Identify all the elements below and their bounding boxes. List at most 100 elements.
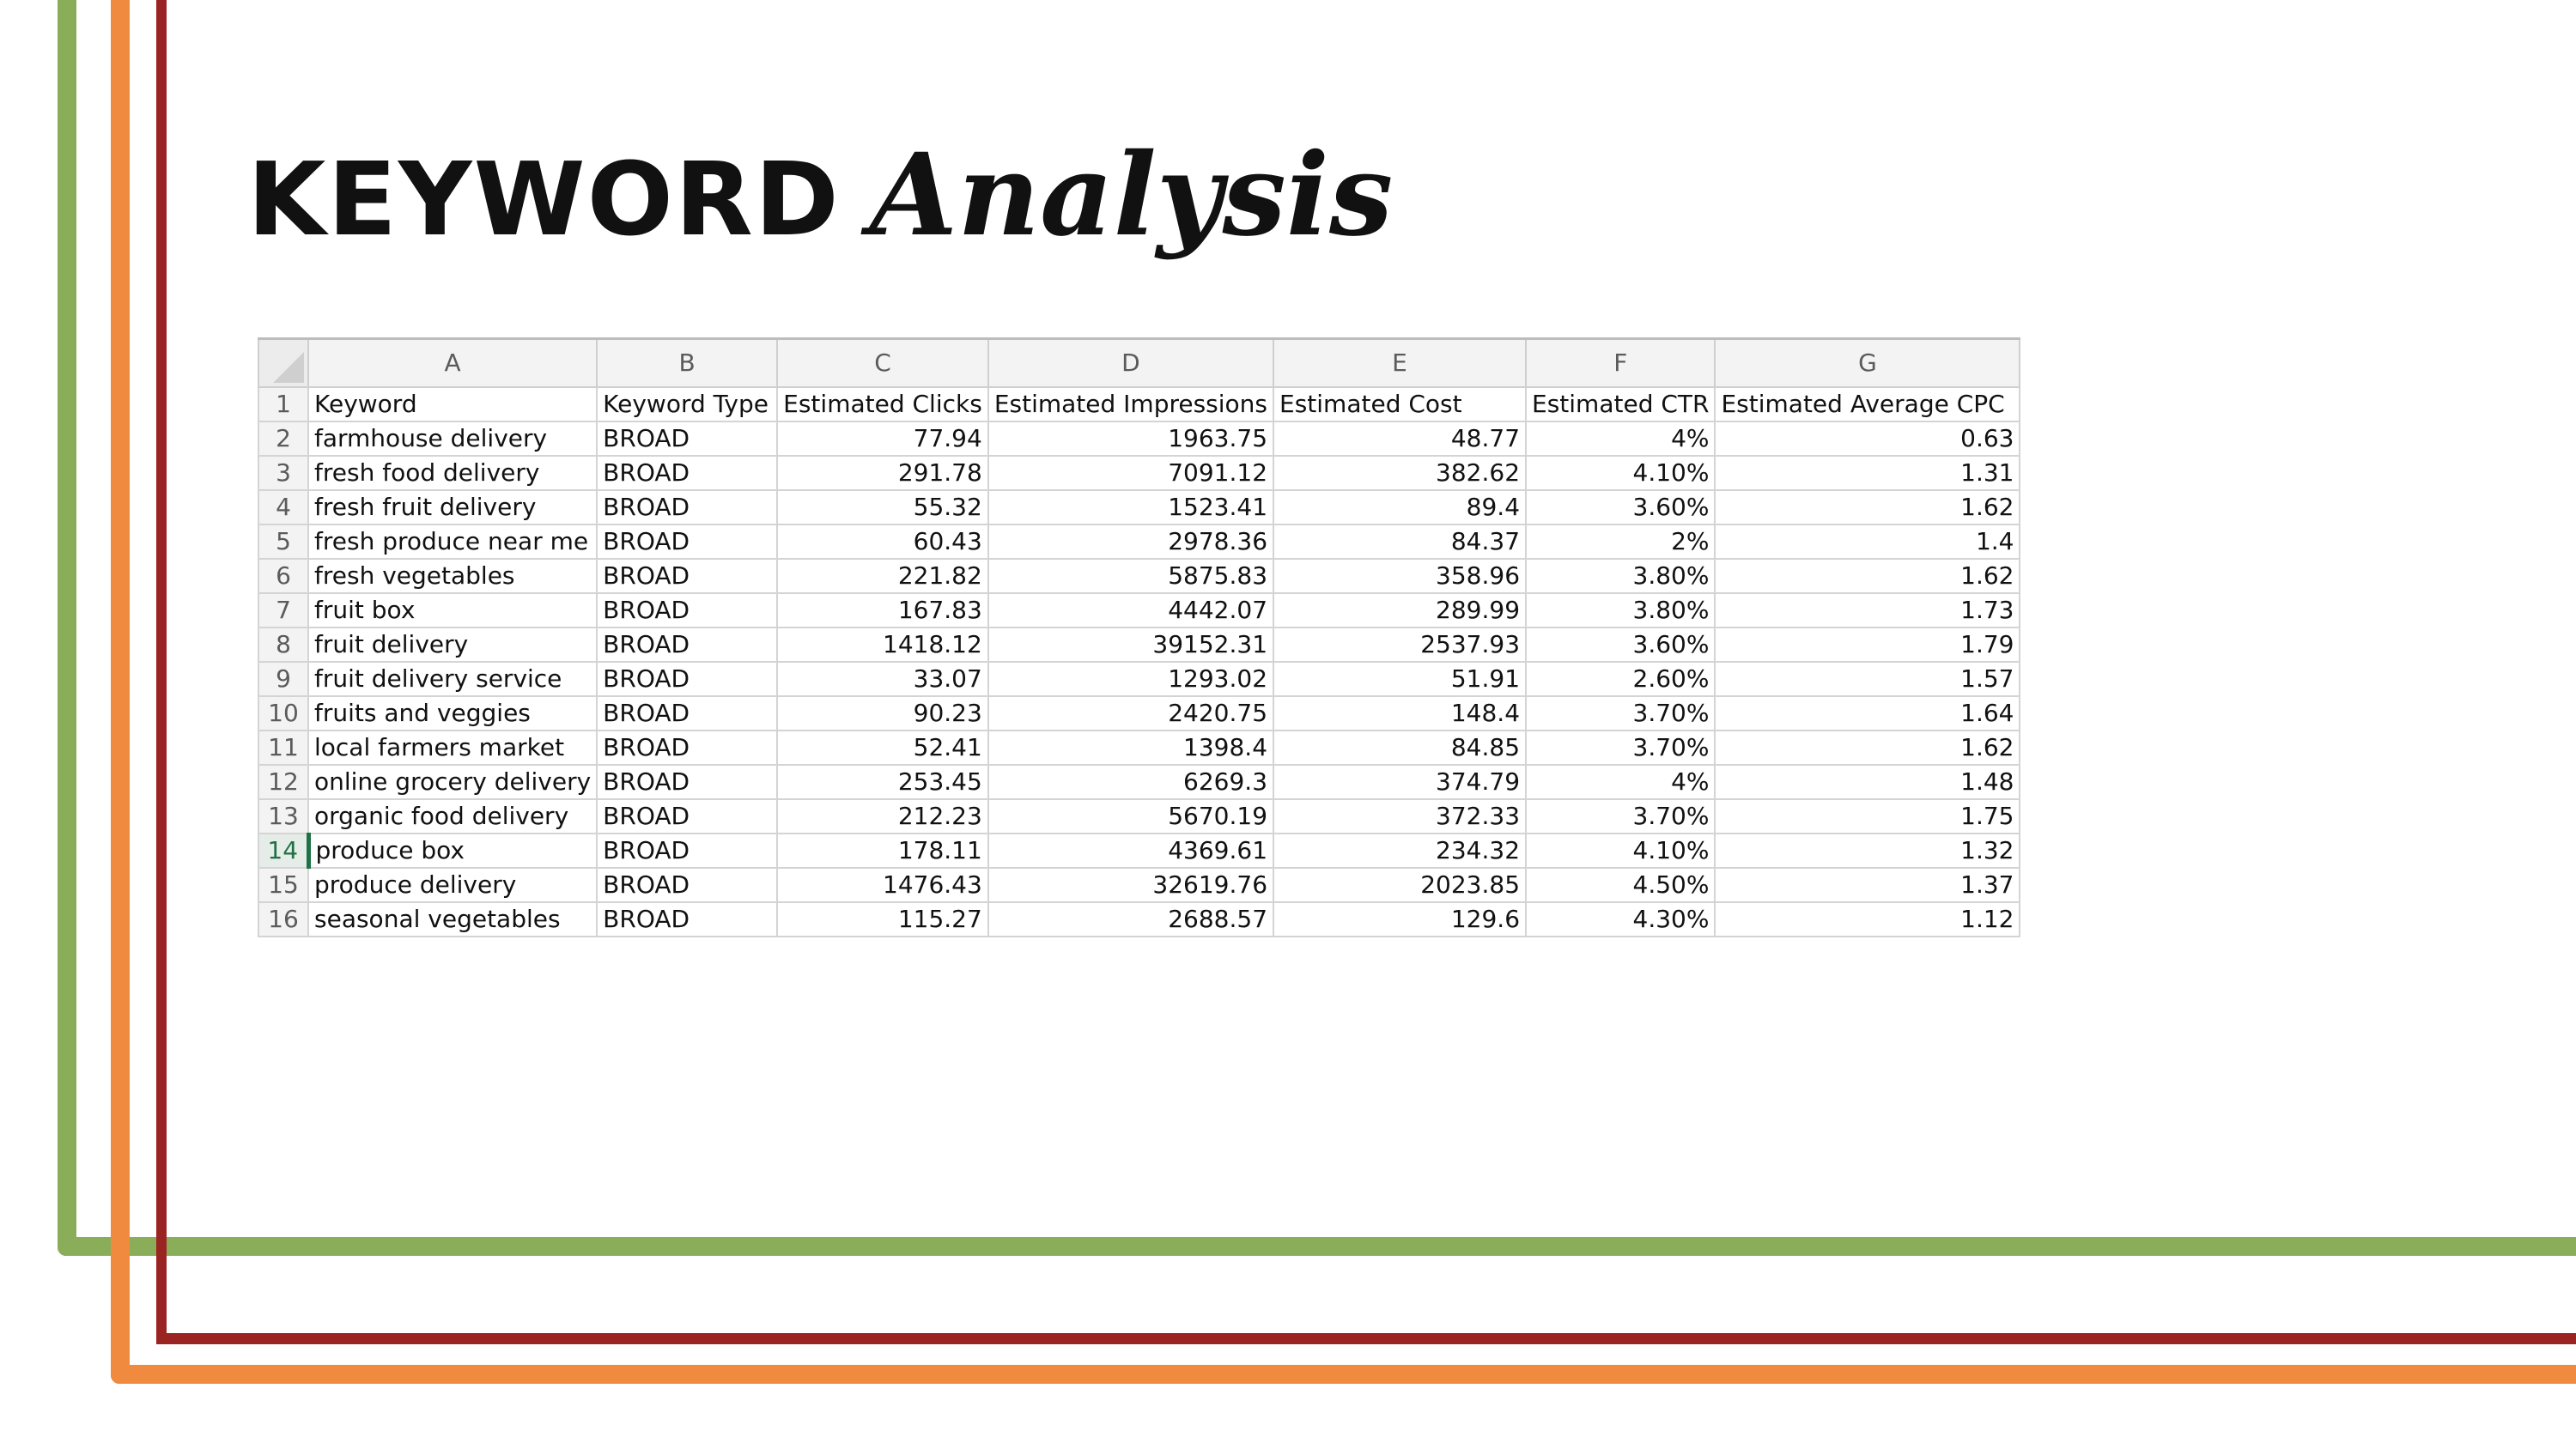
table-cell[interactable]: 148.4	[1273, 694, 1528, 731]
row-number[interactable]: 1	[258, 385, 309, 422]
table-cell[interactable]: 1398.4	[987, 729, 1275, 766]
table-cell[interactable]: 167.83	[776, 591, 989, 628]
table-cell[interactable]: BROAD	[596, 454, 779, 491]
column-title-cell[interactable]: Estimated Impressions	[987, 385, 1275, 422]
table-cell[interactable]: BROAD	[596, 694, 779, 731]
table-cell[interactable]: 1476.43	[776, 866, 989, 903]
table-cell[interactable]: 48.77	[1273, 420, 1528, 457]
table-cell[interactable]: 84.85	[1273, 729, 1528, 766]
row-number[interactable]: 10	[258, 694, 309, 731]
table-cell[interactable]: fresh fruit delivery	[307, 488, 598, 525]
table-cell[interactable]: 115.27	[776, 900, 989, 937]
table-cell[interactable]: 0.63	[1714, 420, 2021, 457]
table-cell[interactable]: 1.62	[1714, 557, 2021, 594]
table-cell[interactable]: 253.45	[776, 763, 989, 800]
column-title-cell[interactable]: Estimated CTR	[1525, 385, 1716, 422]
table-cell[interactable]: BROAD	[596, 420, 779, 457]
table-cell[interactable]: BROAD	[596, 729, 779, 766]
table-cell[interactable]: 1.75	[1714, 797, 2021, 834]
column-header[interactable]: A	[307, 337, 598, 388]
table-cell[interactable]: BROAD	[596, 763, 779, 800]
column-header[interactable]: G	[1714, 337, 2021, 388]
table-cell[interactable]: BROAD	[596, 591, 779, 628]
table-cell[interactable]: 4.50%	[1525, 866, 1716, 903]
table-cell[interactable]: 221.82	[776, 557, 989, 594]
table-cell[interactable]: BROAD	[596, 488, 779, 525]
table-cell[interactable]: produce box	[307, 832, 598, 869]
table-cell[interactable]: produce delivery	[307, 866, 598, 903]
column-header[interactable]: F	[1525, 337, 1716, 388]
column-header[interactable]: B	[596, 337, 779, 388]
table-cell[interactable]: 4%	[1525, 420, 1716, 457]
table-cell[interactable]: 3.70%	[1525, 694, 1716, 731]
table-cell[interactable]: 382.62	[1273, 454, 1528, 491]
table-cell[interactable]: fruit box	[307, 591, 598, 628]
table-cell[interactable]: fruits and veggies	[307, 694, 598, 731]
row-number[interactable]: 4	[258, 488, 309, 525]
table-cell[interactable]: 32619.76	[987, 866, 1275, 903]
table-cell[interactable]: BROAD	[596, 557, 779, 594]
table-cell[interactable]: 1418.12	[776, 626, 989, 663]
table-cell[interactable]: 358.96	[1273, 557, 1528, 594]
table-cell[interactable]: 234.32	[1273, 832, 1528, 869]
table-cell[interactable]: 6269.3	[987, 763, 1275, 800]
table-cell[interactable]: BROAD	[596, 832, 779, 869]
table-cell[interactable]: 55.32	[776, 488, 989, 525]
table-cell[interactable]: local farmers market	[307, 729, 598, 766]
table-cell[interactable]: 4.10%	[1525, 832, 1716, 869]
table-cell[interactable]: 372.33	[1273, 797, 1528, 834]
table-cell[interactable]: 4.10%	[1525, 454, 1716, 491]
table-cell[interactable]: 1.31	[1714, 454, 2021, 491]
table-cell[interactable]: 39152.31	[987, 626, 1275, 663]
column-header[interactable]: D	[987, 337, 1275, 388]
table-cell[interactable]: 1.32	[1714, 832, 2021, 869]
column-header[interactable]: C	[776, 337, 989, 388]
table-cell[interactable]: 1.73	[1714, 591, 2021, 628]
table-cell[interactable]: 3.80%	[1525, 557, 1716, 594]
table-cell[interactable]: 1.12	[1714, 900, 2021, 937]
table-cell[interactable]: BROAD	[596, 866, 779, 903]
row-number[interactable]: 2	[258, 420, 309, 457]
table-cell[interactable]: 1293.02	[987, 660, 1275, 697]
row-number[interactable]: 16	[258, 900, 309, 937]
table-cell[interactable]: 52.41	[776, 729, 989, 766]
table-cell[interactable]: 33.07	[776, 660, 989, 697]
column-title-cell[interactable]: Keyword Type	[596, 385, 779, 422]
table-cell[interactable]: 2%	[1525, 523, 1716, 560]
table-cell[interactable]: fresh food delivery	[307, 454, 598, 491]
table-cell[interactable]: 4.30%	[1525, 900, 1716, 937]
table-cell[interactable]: 1.79	[1714, 626, 2021, 663]
table-cell[interactable]: 90.23	[776, 694, 989, 731]
table-cell[interactable]: 1.48	[1714, 763, 2021, 800]
table-cell[interactable]: fresh vegetables	[307, 557, 598, 594]
row-number[interactable]: 9	[258, 660, 309, 697]
table-cell[interactable]: 3.70%	[1525, 729, 1716, 766]
row-number[interactable]: 8	[258, 626, 309, 663]
row-number[interactable]: 12	[258, 763, 309, 800]
table-cell[interactable]: 3.80%	[1525, 591, 1716, 628]
column-title-cell[interactable]: Keyword	[307, 385, 598, 422]
table-cell[interactable]: farmhouse delivery	[307, 420, 598, 457]
table-cell[interactable]: 178.11	[776, 832, 989, 869]
table-cell[interactable]: BROAD	[596, 900, 779, 937]
table-cell[interactable]: 289.99	[1273, 591, 1528, 628]
column-header[interactable]: E	[1273, 337, 1528, 388]
table-cell[interactable]: fruit delivery	[307, 626, 598, 663]
table-cell[interactable]: 1963.75	[987, 420, 1275, 457]
table-cell[interactable]: 4369.61	[987, 832, 1275, 869]
table-cell[interactable]: fruit delivery service	[307, 660, 598, 697]
table-cell[interactable]: 3.60%	[1525, 488, 1716, 525]
table-cell[interactable]: 5670.19	[987, 797, 1275, 834]
table-cell[interactable]: 77.94	[776, 420, 989, 457]
select-all-corner[interactable]	[258, 337, 309, 388]
row-number[interactable]: 7	[258, 591, 309, 628]
table-cell[interactable]: 2688.57	[987, 900, 1275, 937]
table-cell[interactable]: 4%	[1525, 763, 1716, 800]
table-cell[interactable]: BROAD	[596, 660, 779, 697]
table-cell[interactable]: 2023.85	[1273, 866, 1528, 903]
table-cell[interactable]: 1.4	[1714, 523, 2021, 560]
column-title-cell[interactable]: Estimated Clicks	[776, 385, 989, 422]
table-cell[interactable]: 2.60%	[1525, 660, 1716, 697]
table-cell[interactable]: 212.23	[776, 797, 989, 834]
table-cell[interactable]: 1523.41	[987, 488, 1275, 525]
